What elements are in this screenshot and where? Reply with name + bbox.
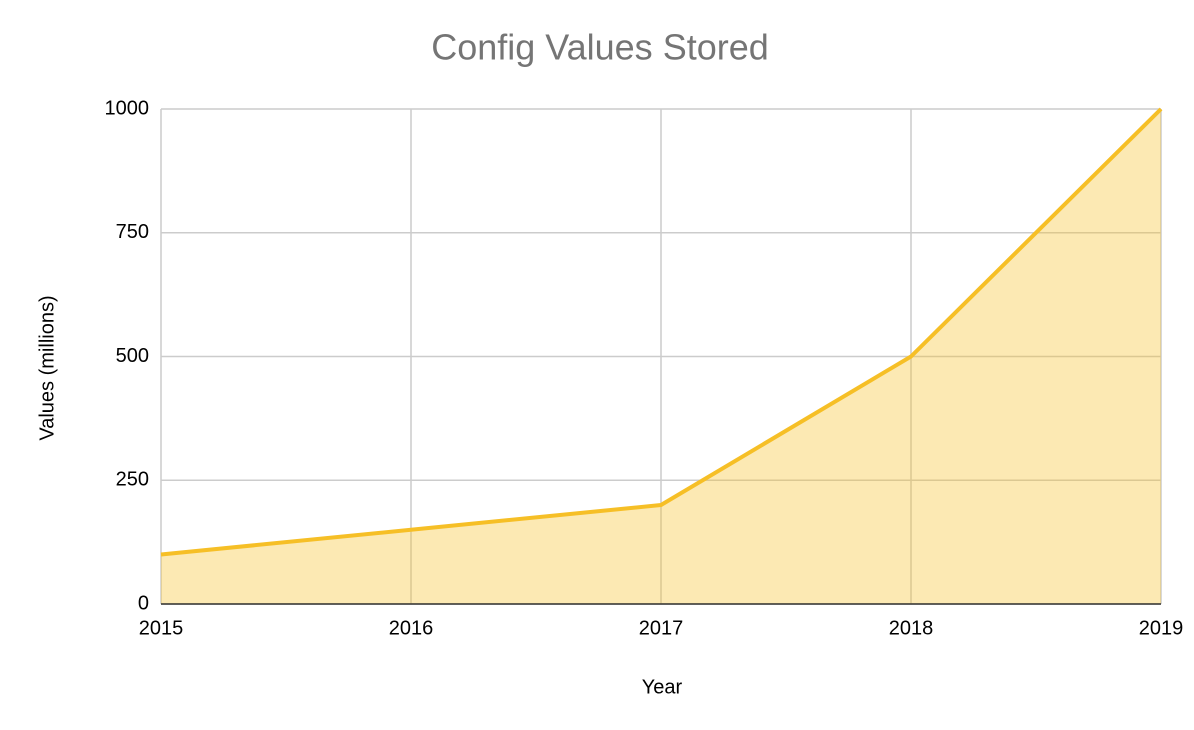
x-tick-label: 2019 <box>1139 617 1184 639</box>
y-tick-label: 250 <box>116 469 149 491</box>
y-axis-label: Values (millions) <box>36 295 58 440</box>
line <box>160 107 1163 557</box>
chart-title: Config Values Stored <box>431 27 769 68</box>
y-tick-label: 750 <box>116 221 149 243</box>
x-tick-label: 2017 <box>639 617 684 639</box>
x-tick-label: 2015 <box>139 617 184 639</box>
y-tick-label: 1000 <box>105 97 150 119</box>
area <box>161 109 1161 604</box>
x-tick-label: 2016 <box>389 617 434 639</box>
y-tick-label: 500 <box>116 345 149 367</box>
x-axis-label: Year <box>642 676 683 698</box>
x-tick-label: 2018 <box>889 617 934 639</box>
y-tick-label: 0 <box>138 592 149 614</box>
